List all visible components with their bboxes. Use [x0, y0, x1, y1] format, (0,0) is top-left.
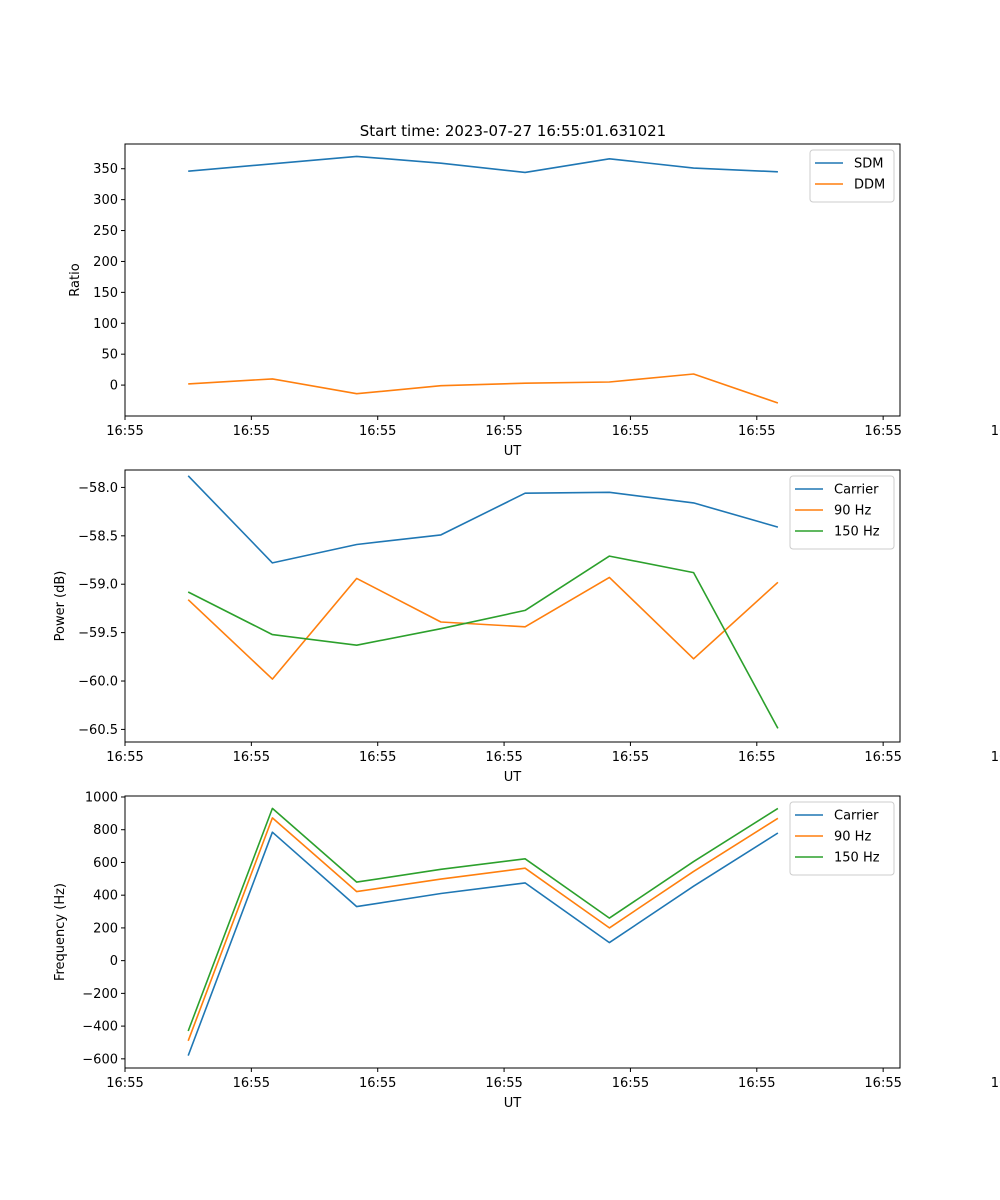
y-tick-label: 350: [93, 162, 118, 177]
axes-frame: [124, 795, 901, 1069]
axes-frame: [124, 469, 901, 743]
y-tick-label: 100: [93, 317, 118, 332]
x-tick-label: 16:55: [485, 424, 522, 439]
x-tick-label: 16:55: [738, 1076, 775, 1091]
legend-label: Carrier: [834, 483, 879, 498]
x-tick-label: 16:56: [991, 1076, 1000, 1091]
x-tick-label: 16:55: [485, 1076, 522, 1091]
x-tick-label: 16:55: [864, 750, 901, 765]
x-tick-label: 16:56: [991, 424, 1000, 439]
y-tick-label: 150: [93, 286, 118, 301]
series-line-carrier: [187, 831, 779, 1056]
x-tick-label: 16:56: [991, 750, 1000, 765]
x-tick-label: 16:55: [485, 750, 522, 765]
x-axis-label: UT: [504, 1096, 522, 1111]
x-tick-label: 16:55: [106, 750, 143, 765]
legend: SDM DDM: [809, 149, 895, 203]
y-axis-label: Frequency (Hz): [53, 883, 68, 981]
y-tick-label: 800: [93, 823, 118, 838]
series-line-90-hz: [187, 576, 779, 680]
y-tick-label: −400: [82, 1020, 118, 1035]
y-tick-label: 200: [93, 921, 118, 936]
x-tick-label: 16:55: [612, 424, 649, 439]
y-tick-label: −58.0: [78, 481, 118, 496]
legend-label: DDM: [854, 178, 885, 193]
legend-label: 150 Hz: [834, 525, 880, 540]
y-tick-label: −60.5: [78, 723, 118, 738]
x-tick-label: 16:55: [106, 1076, 143, 1091]
y-tick-label: 250: [93, 224, 118, 239]
x-tick-label: 16:55: [233, 424, 270, 439]
figure-title: Start time: 2023-07-27 16:55:01.631021: [360, 122, 666, 140]
legend: Carrier 90 Hz 150 Hz: [789, 475, 895, 550]
y-tick-label: 400: [93, 889, 118, 904]
legend-label: 150 Hz: [834, 851, 880, 866]
x-tick-label: 16:55: [612, 750, 649, 765]
x-tick-label: 16:55: [233, 750, 270, 765]
x-axis-label: UT: [504, 444, 522, 459]
y-tick-label: 50: [101, 348, 118, 363]
chart-panel-2: 16:55 16:55 16:55 16:55 16:55 16:55 16:55 16:56…: [53, 469, 1000, 785]
y-tick-label: 1000: [85, 790, 118, 805]
y-tick-label: −60.0: [78, 675, 118, 690]
y-tick-label: 0: [110, 954, 118, 969]
x-tick-label: 16:55: [359, 424, 396, 439]
y-tick-label: −600: [82, 1052, 118, 1067]
x-tick-label: 16:55: [612, 1076, 649, 1091]
chart-panel-1: 16:55 16:55 16:55 16:55 16:55 16:55 16:55 16:56…: [68, 143, 1000, 459]
x-tick-label: 16:55: [864, 1076, 901, 1091]
y-tick-label: 300: [93, 193, 118, 208]
legend-label: 90 Hz: [834, 504, 871, 519]
y-tick-label: −59.5: [78, 626, 118, 641]
y-axis-label: Ratio: [68, 263, 83, 296]
x-tick-label: 16:55: [359, 750, 396, 765]
series-line-150-hz: [187, 555, 779, 729]
x-tick-label: 16:55: [233, 1076, 270, 1091]
series-line-carrier: [187, 475, 779, 564]
series-line-ddm: [188, 373, 779, 404]
series-line-90-hz: [187, 817, 779, 1042]
x-tick-label: 16:55: [738, 750, 775, 765]
y-tick-label: −200: [82, 987, 118, 1002]
y-tick-label: −58.5: [78, 529, 118, 544]
x-axis-label: UT: [504, 770, 522, 785]
x-tick-label: 16:55: [738, 424, 775, 439]
y-tick-label: 0: [110, 379, 118, 394]
x-tick-label: 16:55: [106, 424, 143, 439]
x-tick-label: 16:55: [359, 1076, 396, 1091]
legend: Carrier 90 Hz 150 Hz: [789, 801, 895, 876]
legend-label: Carrier: [834, 809, 879, 824]
series-line-150-hz: [187, 807, 779, 1032]
x-tick-label: 16:55: [864, 424, 901, 439]
y-tick-label: −59.0: [78, 578, 118, 593]
chart-panel-3: 16:55 16:55 16:55 16:55 16:55 16:55 16:55 16:56…: [53, 790, 1000, 1111]
legend-label: 90 Hz: [834, 830, 871, 845]
legend-label: SDM: [854, 157, 883, 172]
y-tick-label: 600: [93, 856, 118, 871]
axes-frame: [124, 143, 901, 417]
series-line-sdm: [188, 155, 778, 174]
y-axis-label: Power (dB): [53, 571, 68, 642]
y-tick-label: 200: [93, 255, 118, 270]
